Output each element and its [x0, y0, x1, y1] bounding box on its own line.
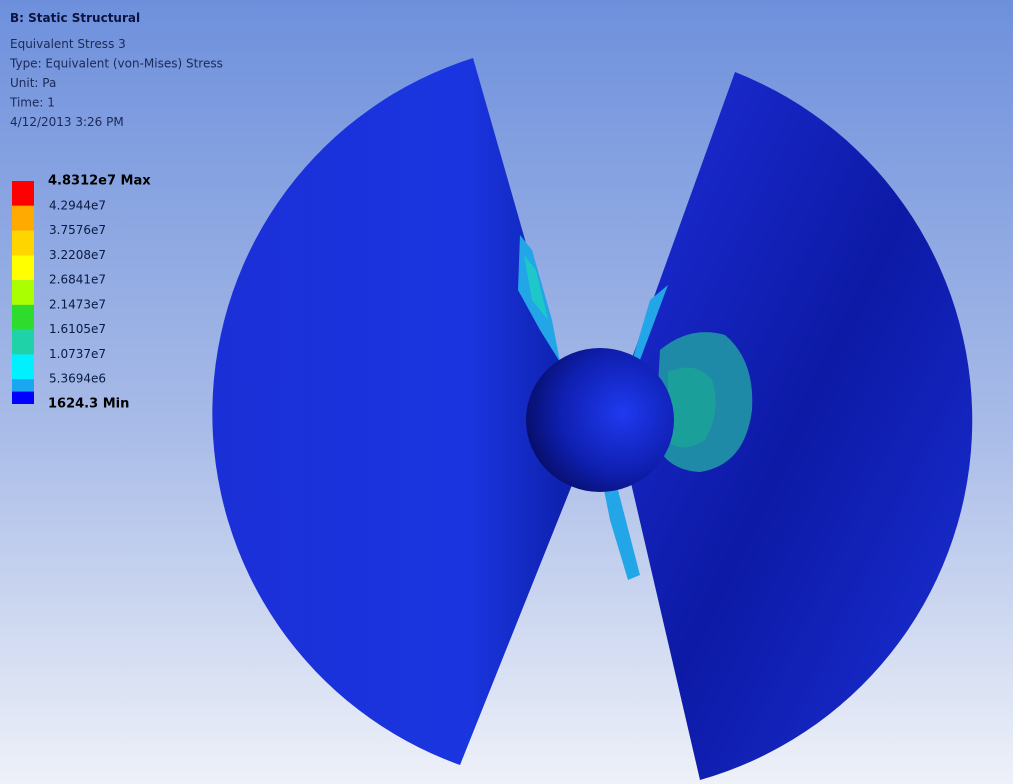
result-title: B: Static Structural	[10, 11, 140, 25]
legend-swatch	[12, 354, 34, 380]
legend-swatch	[12, 391, 34, 404]
legend-label: 2.6841e7	[49, 273, 106, 287]
left-blade	[212, 58, 578, 765]
stress-region	[602, 480, 640, 580]
hub	[526, 348, 674, 492]
legend-label: 1.0737e7	[49, 347, 106, 361]
legend-swatch	[12, 230, 34, 256]
info-line: Type: Equivalent (von-Mises) Stress	[9, 57, 223, 71]
stress-region	[524, 255, 548, 320]
legend-label: 1.6105e7	[49, 322, 106, 336]
legend-label: 1624.3 Min	[48, 397, 129, 412]
info-line: 4/12/2013 3:26 PM	[10, 115, 124, 129]
legend-swatch	[12, 205, 34, 231]
legend-label: 4.8312e7 Max	[48, 174, 151, 189]
legend-swatch	[12, 280, 34, 305]
info-line: Unit: Pa	[10, 76, 56, 90]
result-info: Equivalent Stress 3 Type: Equivalent (von…	[9, 37, 223, 129]
legend: 4.8312e7 Max 4.2944e7 3.7576e7 3.2208e7 2.68…	[12, 174, 151, 412]
legend-label: 3.2208e7	[49, 248, 106, 262]
info-line: Time: 1	[9, 96, 55, 110]
legend-label: 5.3694e6	[49, 372, 106, 386]
legend-swatch	[12, 255, 34, 281]
legend-swatch	[12, 181, 34, 206]
legend-swatch	[12, 329, 34, 355]
stress-region	[628, 285, 668, 375]
info-line: Equivalent Stress 3	[10, 37, 126, 51]
legend-label: 4.2944e7	[49, 198, 106, 212]
stress-region	[668, 367, 716, 448]
legend-swatch	[12, 304, 34, 330]
legend-label: 3.7576e7	[49, 223, 106, 237]
right-blade	[624, 72, 973, 780]
legend-label: 2.1473e7	[49, 297, 106, 311]
